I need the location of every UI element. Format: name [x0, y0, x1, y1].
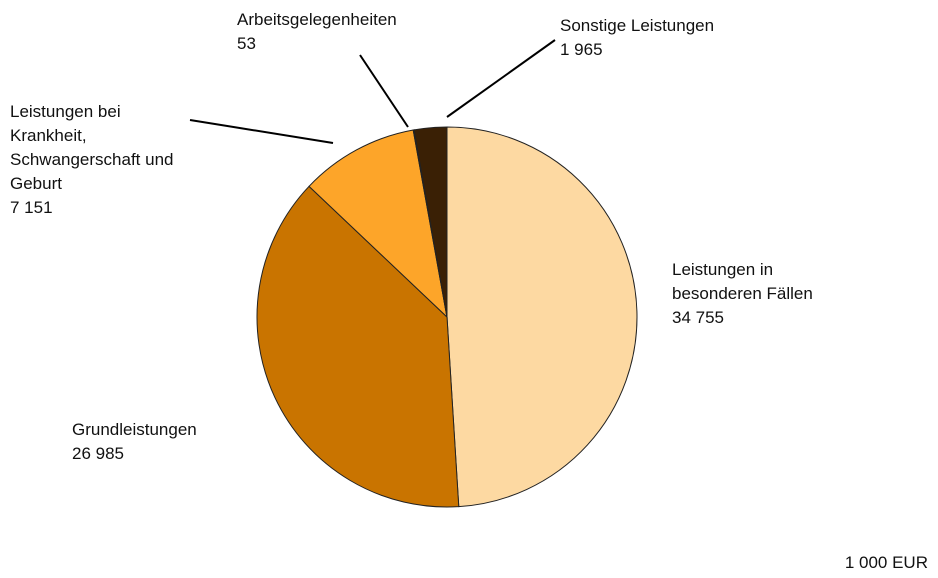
value-label: 34 755 [672, 308, 724, 327]
value-label: 26 985 [72, 444, 124, 463]
pie-slice [256, 185, 460, 508]
slice-label: Leistungen bei Krankheit, Schwangerschaf… [10, 100, 174, 220]
value-label: 1 965 [560, 40, 603, 59]
unit-note: 1 000 EUR [844, 553, 928, 572]
pie-slice [446, 126, 638, 508]
category-label: Leistungen bei Krankheit, Schwangerschaf… [10, 102, 174, 193]
slice-label: Leistungen in besonderen Fällen 34 755 [672, 258, 813, 330]
slice-label: Arbeitsgelegenheiten 53 [237, 8, 397, 56]
category-label: Arbeitsgelegenheiten [237, 10, 397, 29]
value-label: 53 [237, 34, 256, 53]
slice-label: Sonstige Leistungen 1 965 [560, 14, 714, 62]
leader-line [359, 54, 409, 128]
value-label: 7 151 [10, 198, 53, 217]
pie-slice [308, 129, 448, 319]
leader-line [446, 39, 556, 118]
slice-label: Grundleistungen 26 985 [72, 418, 197, 466]
pie-slice [413, 126, 448, 318]
category-label: Leistungen in besonderen Fällen [672, 260, 813, 303]
category-label: Grundleistungen [72, 420, 197, 439]
leader-line [189, 119, 334, 144]
category-label: Sonstige Leistungen [560, 16, 715, 35]
